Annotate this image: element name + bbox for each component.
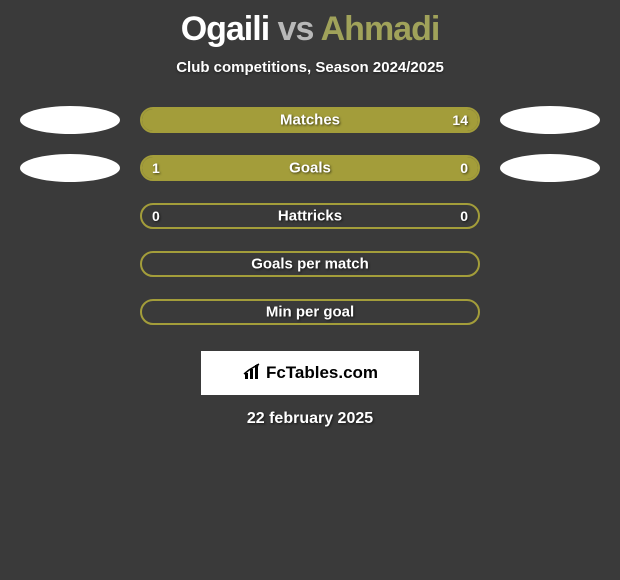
spacer [20, 250, 120, 278]
stat-value-right: 0 [460, 208, 468, 224]
logo: FcTables.com [242, 362, 378, 385]
title-player1: Ogaili [181, 10, 269, 48]
title-player2: Ahmadi [321, 10, 440, 48]
player1-badge [20, 154, 120, 182]
stat-label: Goals [142, 160, 478, 177]
stat-value-left: 0 [152, 208, 160, 224]
stat-bar: Hattricks0 0 [140, 203, 480, 229]
stat-rows: Matches14Goals10Hattricks00Goals per mat… [0, 106, 620, 326]
player1-badge [20, 106, 120, 134]
stat-value-right: 14 [452, 112, 468, 128]
stat-bar: Goals1 0 [140, 155, 480, 181]
stat-row: Goals1 0 [0, 154, 620, 182]
stat-bar: Goals per match [140, 251, 480, 277]
stat-label: Min per goal [142, 304, 478, 321]
spacer [20, 202, 120, 230]
logo-text: FcTables.com [266, 363, 378, 383]
spacer [500, 250, 600, 278]
stat-label: Goals per match [142, 256, 478, 273]
stat-row: Matches14 [0, 106, 620, 134]
spacer [20, 298, 120, 326]
chart-icon [242, 362, 262, 385]
stat-value-left: 1 [152, 160, 160, 176]
logo-box: FcTables.com [201, 351, 419, 395]
spacer [500, 298, 600, 326]
title-vs: vs [278, 10, 314, 48]
date-label: 22 february 2025 [0, 410, 620, 428]
stat-label: Hattricks [142, 208, 478, 225]
page-title: Ogaili vs Ahmadi [0, 10, 620, 49]
comparison-widget: Ogaili vs Ahmadi Club competitions, Seas… [0, 0, 620, 438]
stat-row: Min per goal [0, 298, 620, 326]
stat-bar: Matches14 [140, 107, 480, 133]
player2-badge [500, 154, 600, 182]
stat-bar: Min per goal [140, 299, 480, 325]
stat-row: Goals per match [0, 250, 620, 278]
player2-badge [500, 106, 600, 134]
subtitle: Club competitions, Season 2024/2025 [0, 59, 620, 76]
stat-value-right: 0 [460, 160, 468, 176]
stat-label: Matches [142, 112, 478, 129]
stat-row: Hattricks0 0 [0, 202, 620, 230]
spacer [500, 202, 600, 230]
